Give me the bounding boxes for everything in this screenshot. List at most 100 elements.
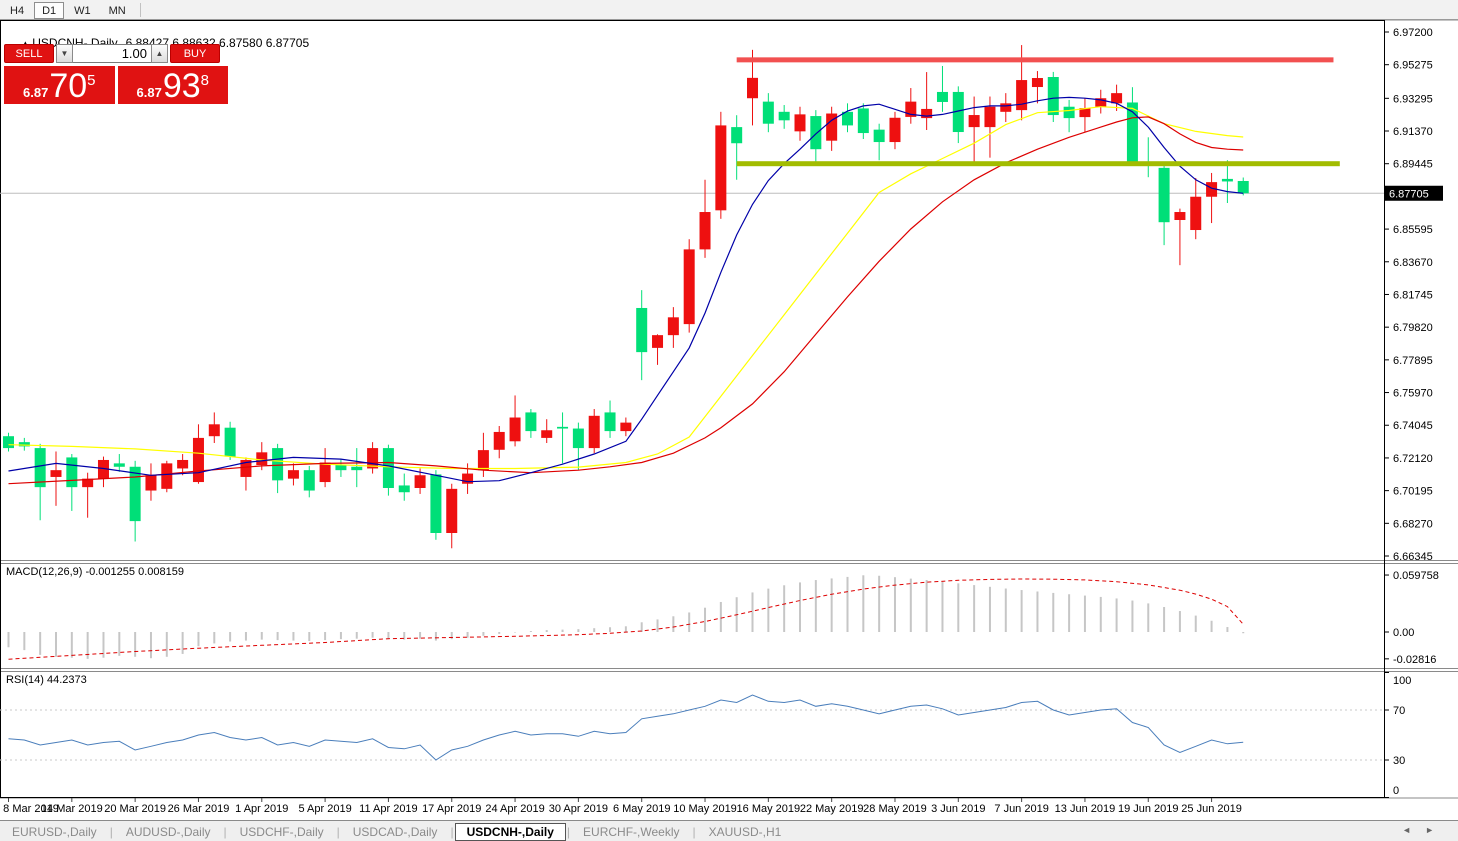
sell-price-display[interactable]: 6.87 70 5 (4, 66, 115, 104)
tab-separator: | (692, 824, 696, 839)
date-tick-label: 13 Jun 2019 (1055, 803, 1116, 815)
symbol-arrow-icon: ▲ (21, 39, 29, 48)
date-tick-label: 5 Apr 2019 (298, 803, 351, 815)
tab-eurusd-daily[interactable]: EURUSD-,Daily (12, 824, 97, 839)
date-tick-label: 8 Mar 2019 (3, 803, 59, 815)
price-tick-label: 6.74045 (1393, 420, 1433, 432)
buy-price-point: 8 (200, 72, 209, 89)
resistance-line (736, 57, 1334, 63)
date-tick-label: 1 Apr 2019 (235, 803, 288, 815)
tab-eurchf-weekly[interactable]: EURCHF-,Weekly (583, 824, 680, 839)
tab-usdcnh-daily[interactable]: USDCNH-,Daily (454, 822, 566, 841)
price-tick-label: 6.81745 (1393, 289, 1433, 301)
rsi-tick-label: 100 (1393, 675, 1411, 687)
level-lines[interactable] (736, 57, 1340, 167)
timeframe-button-d1[interactable]: D1 (34, 1, 65, 19)
tab-separator: | (566, 824, 571, 839)
date-tick-label: 19 Jun 2019 (1118, 803, 1179, 815)
date-tick-label: 24 Apr 2019 (485, 803, 544, 815)
date-tick-label: 22 May 2019 (800, 803, 864, 815)
current-price-tag-label: 6.87705 (1389, 188, 1429, 200)
date-tick-label: 20 Mar 2019 (104, 803, 166, 815)
timeframe-button-w1[interactable]: W1 (66, 2, 99, 19)
date-tick-label: 25 Jun 2019 (1181, 803, 1242, 815)
sell-price-prefix: 6.87 (23, 85, 49, 100)
tab-usdchf-daily[interactable]: USDCHF-,Daily (239, 824, 324, 839)
date-tick-label: 14 Mar 2019 (41, 803, 103, 815)
price-tick-label: 6.79820 (1393, 322, 1433, 334)
tab-usdcad-daily[interactable]: USDCAD-,Daily (352, 824, 438, 839)
price-tick-label: 6.93295 (1393, 93, 1433, 105)
price-tick-label: 6.70195 (1393, 486, 1433, 498)
rsi-tick-label: 0 (1393, 785, 1399, 797)
price-tick-label: 6.72120 (1393, 453, 1433, 465)
date-tick-label: 6 May 2019 (613, 803, 670, 815)
chevron-down-icon: ▼ (60, 48, 69, 58)
moving-averages (8, 96, 1244, 485)
tab-scroll-arrows: ◄► (1402, 825, 1448, 835)
date-tick-label: 16 May 2019 (737, 803, 801, 815)
volume-decrease-button[interactable]: ▼ (56, 44, 73, 63)
timeframe-button-h4[interactable]: H4 (2, 2, 32, 19)
date-tick-label: 26 Mar 2019 (168, 803, 230, 815)
rsi-line (8, 694, 1244, 761)
price-tick-label: 6.68270 (1393, 518, 1433, 530)
tab-separator: | (450, 824, 454, 839)
buy-price-display[interactable]: 6.87 93 8 (117, 66, 228, 105)
tab-xauusd-h1[interactable]: XAUUSD-,H1 (708, 824, 782, 839)
price-tick-label: 6.97200 (1393, 27, 1433, 39)
rsi-tick-label: 30 (1393, 755, 1405, 767)
date-tick-label: 17 Apr 2019 (422, 803, 481, 815)
date-tick-label: 3 Jun 2019 (931, 803, 985, 815)
tab-audusd-daily[interactable]: AUDUSD-,Daily (125, 824, 211, 839)
macd-signal-line (8, 578, 1244, 660)
sell-price-pips: 70 (49, 67, 88, 105)
macd-indicator-label: MACD(12,26,9) -0.001255 0.008159 (6, 566, 184, 578)
volume-increase-button[interactable]: ▲ (151, 44, 168, 63)
ma-mid-red-line (8, 116, 1244, 485)
price-tick-label: 6.77895 (1393, 355, 1433, 367)
toolbar-separator (139, 2, 141, 17)
sell-price-point: 5 (87, 72, 96, 89)
date-tick-label: 28 May 2019 (863, 803, 927, 815)
tab-scroll-right-icon[interactable]: ► (1425, 825, 1448, 835)
date-tick-label: 10 May 2019 (673, 803, 737, 815)
date-tick-label: 11 Apr 2019 (359, 803, 418, 815)
support-line (736, 161, 1340, 167)
rsi-indicator-label: RSI(14) 44.2373 (6, 674, 87, 686)
buy-price-pips: 93 (162, 67, 201, 105)
price-tick-label: 6.95275 (1393, 60, 1433, 72)
price-tick-label: 6.66345 (1393, 551, 1433, 563)
candlestick-series (3, 45, 1249, 549)
macd-tick-label: 0.059758 (1393, 570, 1439, 582)
chart-borders (0, 19, 1458, 799)
macd-tick-label: 0.00 (1393, 627, 1414, 639)
price-tick-label: 6.83670 (1393, 257, 1433, 269)
timeframe-button-mn[interactable]: MN (101, 2, 134, 19)
price-tick-label: 6.85595 (1393, 224, 1433, 236)
volume-input[interactable] (73, 44, 151, 63)
date-tick-label: 30 Apr 2019 (549, 803, 608, 815)
buy-price-prefix: 6.87 (136, 85, 162, 100)
macd-panel: 0.059758 0.00 -0.02816 (7, 570, 1439, 666)
macd-tick-label: -0.02816 (1393, 654, 1436, 666)
ma-slow-yellow-line (8, 106, 1244, 470)
rsi-panel: 100 70 30 0 (0, 672, 1411, 798)
price-tick-label: 6.89445 (1393, 159, 1433, 171)
symbol-tab-bar: EURUSD-,Daily | AUDUSD-,Daily | USDCHF-,Dail… (0, 820, 1458, 841)
tab-separator: | (109, 824, 113, 839)
price-tick-label: 6.91370 (1393, 126, 1433, 138)
rsi-tick-label: 70 (1393, 705, 1405, 717)
buy-button[interactable]: BUY (170, 44, 220, 63)
tab-separator: | (223, 824, 227, 839)
price-axis[interactable]: 6.97200 6.95275 6.93295 6.91370 6.89445 6.855… (1385, 27, 1443, 563)
tab-scroll-left-icon[interactable]: ◄ (1402, 825, 1426, 835)
chevron-up-icon: ▲ (155, 48, 164, 58)
sell-button[interactable]: SELL (4, 44, 54, 63)
price-tick-label: 6.75970 (1393, 388, 1433, 400)
date-tick-label: 7 Jun 2019 (994, 803, 1048, 815)
